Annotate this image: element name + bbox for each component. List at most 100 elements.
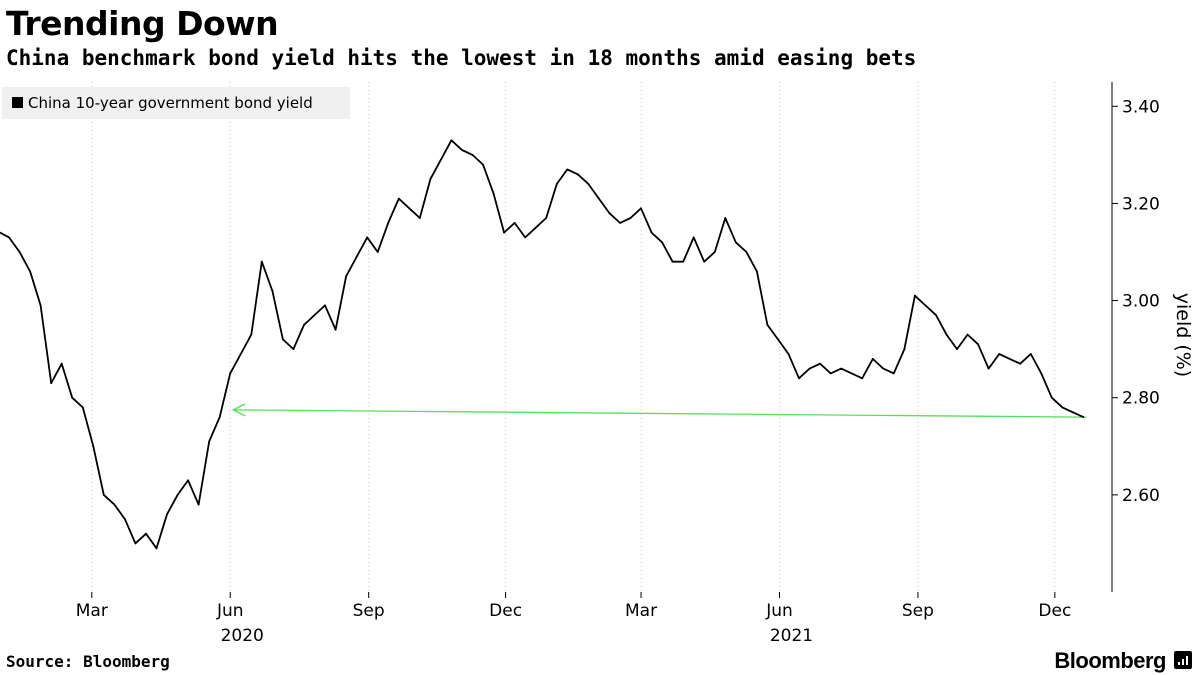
data-point	[935, 314, 937, 316]
data-point	[334, 328, 337, 331]
y-axis-label: yield (%)	[1172, 293, 1194, 377]
data-point	[229, 372, 232, 375]
data-point	[113, 503, 116, 506]
data-point	[892, 372, 895, 375]
data-point	[71, 396, 74, 399]
data-point	[1082, 416, 1085, 418]
legend-background	[2, 87, 350, 119]
data-point	[713, 251, 716, 253]
data-point	[945, 333, 948, 336]
data-point	[513, 222, 516, 224]
data-point	[745, 251, 748, 253]
data-point	[8, 236, 10, 239]
data-point	[850, 372, 853, 375]
y-tick-label: 2.80	[1122, 389, 1160, 409]
data-point	[1040, 372, 1043, 375]
data-point	[376, 251, 379, 253]
bloomberg-logo: Bloomberg	[1054, 648, 1166, 673]
data-point	[977, 343, 979, 346]
legend-swatch	[12, 97, 23, 108]
data-point	[92, 445, 95, 448]
data-point	[692, 236, 695, 239]
data-point	[124, 518, 126, 520]
data-point	[661, 241, 663, 244]
data-point	[524, 236, 527, 239]
chart-title: Trending Down	[6, 4, 279, 43]
data-point	[176, 494, 179, 496]
x-tick-label: Dec	[489, 601, 522, 621]
data-point	[682, 260, 685, 263]
data-point	[366, 236, 369, 239]
data-point	[914, 294, 916, 297]
data-point	[798, 377, 800, 380]
data-point	[1061, 406, 1064, 409]
data-point	[450, 139, 453, 142]
data-point	[271, 290, 274, 292]
data-point	[619, 222, 621, 224]
data-point	[461, 149, 463, 151]
data-point	[39, 304, 42, 307]
data-point	[0, 231, 1, 234]
data-point	[102, 494, 105, 496]
bloomberg-bars-icon	[1174, 651, 1192, 669]
legend-entry: China 10-year government bond yield	[28, 94, 313, 112]
y-axis: 2.60 2.80 3.00 3.20 3.40 yield (%)	[1111, 82, 1194, 592]
data-point	[871, 358, 874, 360]
data-point	[903, 348, 906, 350]
data-point	[966, 333, 969, 336]
data-point	[861, 377, 864, 380]
data-point	[882, 367, 885, 370]
data-point	[756, 270, 758, 273]
data-point	[671, 260, 674, 263]
data-point	[819, 362, 821, 365]
data-point	[166, 513, 168, 516]
data-point	[924, 304, 927, 307]
data-point	[629, 217, 632, 219]
series-layer	[0, 139, 1085, 550]
data-point	[808, 367, 811, 370]
x-tick-label: Jun	[216, 601, 244, 621]
data-point	[598, 197, 600, 200]
data-point	[576, 173, 579, 176]
x-tick-label: Mar	[625, 601, 657, 621]
data-point	[545, 217, 548, 219]
grid-lines	[91, 82, 1056, 592]
data-point	[18, 251, 21, 253]
data-point	[608, 212, 611, 215]
data-point	[440, 158, 442, 161]
data-point	[418, 217, 421, 219]
data-point	[777, 338, 779, 341]
data-point	[471, 154, 474, 156]
data-point	[640, 207, 642, 210]
data-point	[387, 222, 390, 224]
data-point	[492, 192, 495, 195]
x-year-label: 2021	[770, 626, 813, 646]
data-point	[1050, 396, 1053, 399]
arrow-annotation	[231, 403, 1087, 418]
data-point	[429, 178, 432, 181]
x-tick-label: Jun	[765, 601, 793, 621]
data-point	[260, 260, 263, 263]
data-point	[703, 260, 706, 263]
data-point	[397, 197, 400, 200]
data-point	[1019, 362, 1022, 365]
data-point	[1029, 353, 1032, 355]
data-point	[566, 168, 569, 171]
data-point	[956, 348, 958, 350]
arrow-shaft	[233, 409, 1087, 418]
data-point	[292, 348, 295, 350]
data-point	[50, 382, 53, 384]
data-point	[197, 503, 200, 506]
data-point	[239, 353, 242, 355]
data-point	[218, 416, 221, 418]
x-tick-label: Sep	[902, 601, 934, 621]
y-tick-label: 3.20	[1122, 194, 1160, 214]
x-axis: Mar Jun Sep Dec Mar Jun Sep Dec 2020 2021	[76, 592, 1071, 646]
data-point	[145, 532, 147, 535]
data-point	[1072, 411, 1074, 414]
data-point	[555, 183, 558, 185]
series-line	[0, 139, 1084, 550]
data-point	[987, 367, 990, 370]
arrow-head	[231, 403, 246, 417]
x-tick-label: Dec	[1038, 601, 1071, 621]
